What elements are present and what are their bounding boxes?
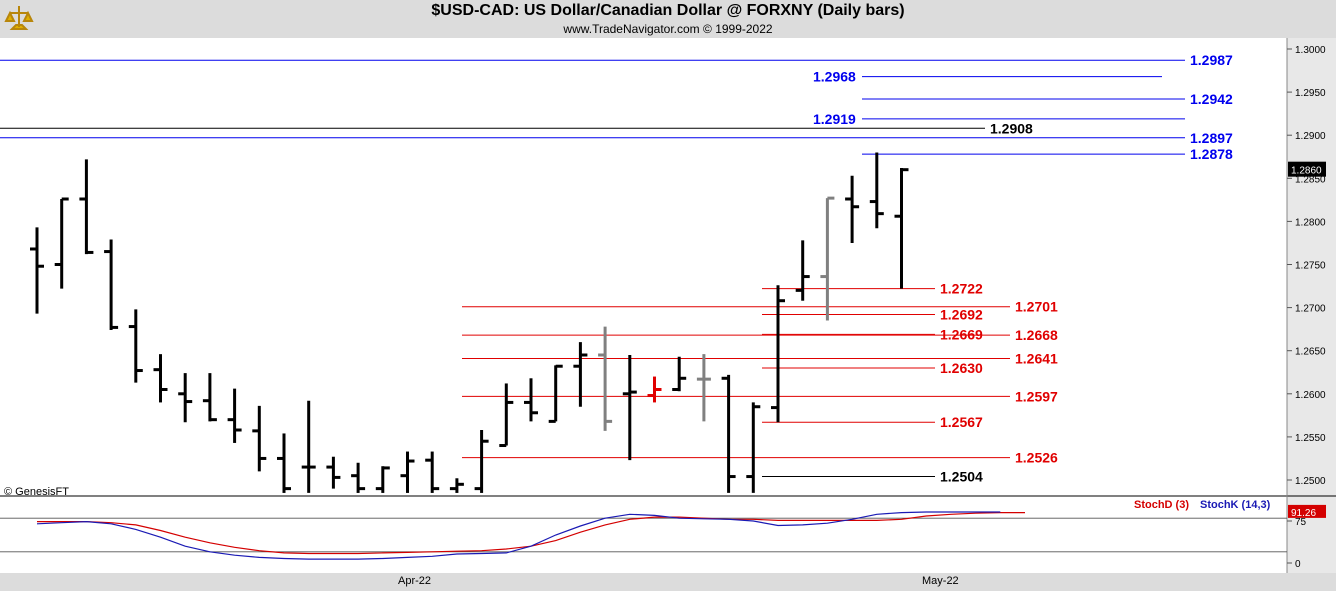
chart-header: $USD-CAD: US Dollar/Canadian Dollar @ FO… <box>0 0 1336 38</box>
price-axis-background <box>1287 38 1336 573</box>
price-tick-label-2: 1.2900 <box>1295 131 1326 142</box>
level-label-12: 1.2641 <box>1015 350 1058 366</box>
stoch-tick-label-0: 75 <box>1295 517 1307 528</box>
level-label-17: 1.2504 <box>940 469 983 485</box>
stoch-series-0 <box>37 511 1025 555</box>
stochd-legend-label: StochD (3) <box>1134 499 1189 511</box>
stoch-last-label: 91.26 <box>1291 508 1316 519</box>
stoch-last-box <box>1288 504 1326 518</box>
level-label-13: 1.2630 <box>940 360 983 376</box>
level-label-7: 1.2722 <box>940 281 983 297</box>
level-label-8: 1.2701 <box>1015 299 1058 315</box>
x-label-apr: Apr-22 <box>398 575 432 587</box>
level-label-9: 1.2692 <box>940 306 983 322</box>
x-label-may: May-22 <box>922 575 959 587</box>
trade-navigator-logo-icon <box>4 3 34 35</box>
level-label-6: 1.2878 <box>1190 146 1233 162</box>
level-label-5: 1.2897 <box>1190 130 1233 146</box>
price-tick-label-8: 1.2600 <box>1295 390 1326 401</box>
stoch-series-1 <box>36 511 1001 560</box>
level-label-1: 1.2968 <box>813 69 856 85</box>
price-tick-label-9: 1.2550 <box>1295 433 1326 444</box>
price-tick-label-7: 1.2650 <box>1295 347 1326 358</box>
level-label-14: 1.2597 <box>1015 388 1058 404</box>
last-price-label: 1.2860 <box>1291 166 1322 177</box>
stochk-legend-label: StochK (14,3) <box>1200 499 1271 511</box>
price-tick-label-4: 1.2800 <box>1295 217 1326 228</box>
price-tick-label-3: 1.2850 <box>1295 174 1326 185</box>
level-label-15: 1.2567 <box>940 414 983 430</box>
price-tick-label-0: 1.3000 <box>1295 45 1326 56</box>
stoch-tick-label-1: 0 <box>1295 559 1301 570</box>
level-label-16: 1.2526 <box>1015 450 1058 466</box>
level-label-11: 1.2668 <box>1015 327 1058 343</box>
level-label-4: 1.2908 <box>990 120 1033 136</box>
price-tick-label-1: 1.2950 <box>1295 88 1326 99</box>
level-label-3: 1.2919 <box>813 111 856 127</box>
price-tick-label-6: 1.2700 <box>1295 304 1326 315</box>
copyright-label: © GenesisFT <box>4 486 69 498</box>
chart-subtitle: www.TradeNavigator.com © 1999-2022 <box>563 22 773 36</box>
level-label-0: 1.2987 <box>1190 52 1233 68</box>
level-label-10: 1.2669 <box>940 326 983 342</box>
chart-title: $USD-CAD: US Dollar/Canadian Dollar @ FO… <box>431 2 905 19</box>
price-tick-label-10: 1.2500 <box>1295 476 1326 487</box>
last-price-box <box>1288 161 1326 177</box>
price-tick-label-5: 1.2750 <box>1295 261 1326 272</box>
time-axis <box>0 573 1336 591</box>
level-label-2: 1.2942 <box>1190 91 1233 107</box>
